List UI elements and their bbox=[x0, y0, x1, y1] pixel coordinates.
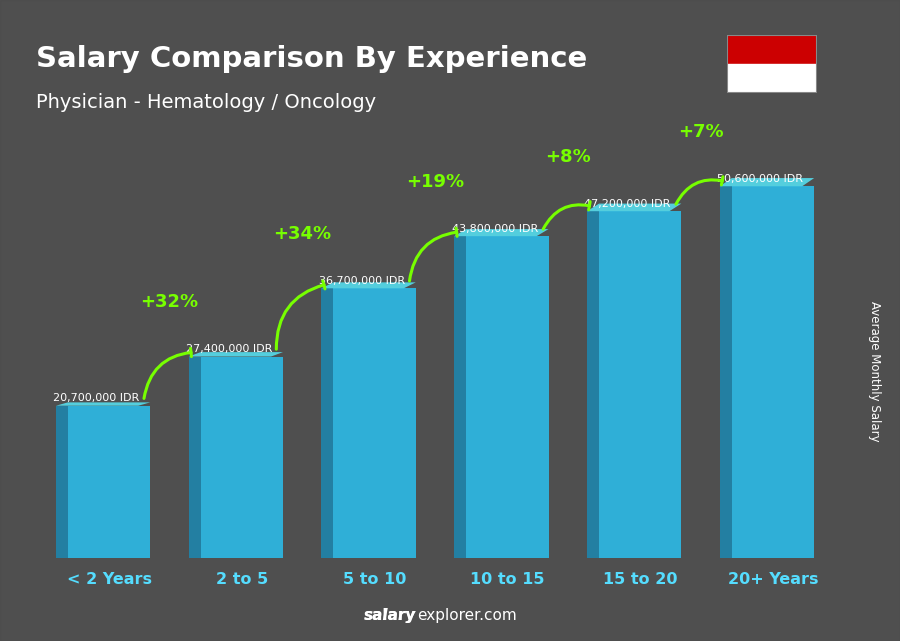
Text: 20,700,000 IDR: 20,700,000 IDR bbox=[53, 394, 140, 403]
Polygon shape bbox=[189, 352, 283, 356]
Polygon shape bbox=[587, 204, 681, 211]
Bar bbox=[68, 406, 150, 558]
Polygon shape bbox=[321, 282, 416, 288]
Bar bbox=[727, 64, 817, 93]
Bar bbox=[587, 211, 599, 558]
Bar bbox=[727, 35, 817, 64]
Bar bbox=[454, 236, 466, 558]
Text: 36,700,000 IDR: 36,700,000 IDR bbox=[319, 276, 405, 286]
Bar bbox=[732, 187, 814, 558]
Text: Average Monthly Salary: Average Monthly Salary bbox=[868, 301, 881, 442]
Text: +7%: +7% bbox=[678, 122, 724, 141]
Bar bbox=[466, 236, 549, 558]
Bar bbox=[201, 356, 283, 558]
Text: 47,200,000 IDR: 47,200,000 IDR bbox=[584, 199, 670, 209]
Bar bbox=[720, 187, 732, 558]
Polygon shape bbox=[56, 403, 150, 406]
Text: +19%: +19% bbox=[406, 172, 464, 190]
Polygon shape bbox=[720, 178, 814, 187]
Text: salary: salary bbox=[364, 608, 416, 623]
Text: +8%: +8% bbox=[544, 147, 590, 165]
Text: 50,600,000 IDR: 50,600,000 IDR bbox=[717, 174, 803, 184]
Polygon shape bbox=[454, 229, 549, 236]
Bar bbox=[321, 288, 333, 558]
Text: +32%: +32% bbox=[140, 293, 199, 311]
Bar bbox=[189, 356, 201, 558]
Bar bbox=[333, 288, 416, 558]
Bar bbox=[599, 211, 681, 558]
Text: +34%: +34% bbox=[274, 225, 331, 243]
Text: Physician - Hematology / Oncology: Physician - Hematology / Oncology bbox=[36, 93, 376, 112]
Text: explorer.com: explorer.com bbox=[417, 608, 517, 623]
Text: 43,800,000 IDR: 43,800,000 IDR bbox=[452, 224, 538, 234]
Text: Salary Comparison By Experience: Salary Comparison By Experience bbox=[36, 45, 587, 73]
Text: salary: salary bbox=[364, 608, 416, 623]
Text: 27,400,000 IDR: 27,400,000 IDR bbox=[186, 344, 273, 354]
Bar bbox=[56, 406, 68, 558]
